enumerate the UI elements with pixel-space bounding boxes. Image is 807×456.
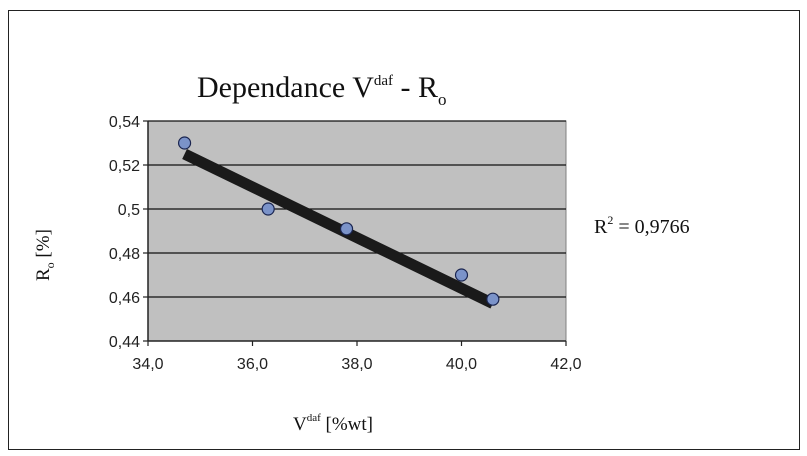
y-tick-label: 0,5 (118, 202, 140, 219)
data-point (261, 202, 275, 216)
data-point (454, 268, 469, 282)
x-tick-label: 34,0 (132, 356, 163, 373)
y-tick-label: 0,48 (109, 246, 140, 263)
y-tick-label: 0,46 (109, 290, 140, 307)
plot-area (147, 120, 567, 342)
x-tick-label: 38,0 (341, 356, 372, 373)
x-tick-labels: 34,0 36,0 38,0 40,0 42,0 (132, 341, 582, 373)
r-squared-annotation: R2 = 0,9766 (594, 213, 690, 238)
x-axis-label: Vdaf [%wt] (293, 412, 373, 435)
data-points (177, 136, 500, 306)
y-tick-label: 0,44 (109, 334, 140, 351)
data-point (339, 222, 354, 236)
y-axis-label: Ro [%] (33, 229, 57, 281)
x-tick-label: 40,0 (446, 356, 477, 373)
y-tick-label: 0,52 (109, 158, 140, 175)
trendline (182, 149, 496, 309)
chart-frame: Dependance Vdaf - Ro 0,44 0,46 0,48 0,5 0,52… (8, 10, 800, 450)
x-tick-label: 42,0 (550, 356, 581, 373)
trendline-group (182, 149, 496, 309)
chart-title: Dependance Vdaf - Ro (197, 71, 447, 109)
y-tick-labels: 0,44 0,46 0,48 0,5 0,52 0,54 (109, 114, 148, 351)
chart-svg: Dependance Vdaf - Ro 0,44 0,46 0,48 0,5 0,52… (33, 71, 690, 435)
data-point (486, 292, 500, 306)
x-tick-label: 36,0 (237, 356, 268, 373)
y-tick-label: 0,54 (109, 114, 140, 131)
data-point (177, 136, 192, 150)
